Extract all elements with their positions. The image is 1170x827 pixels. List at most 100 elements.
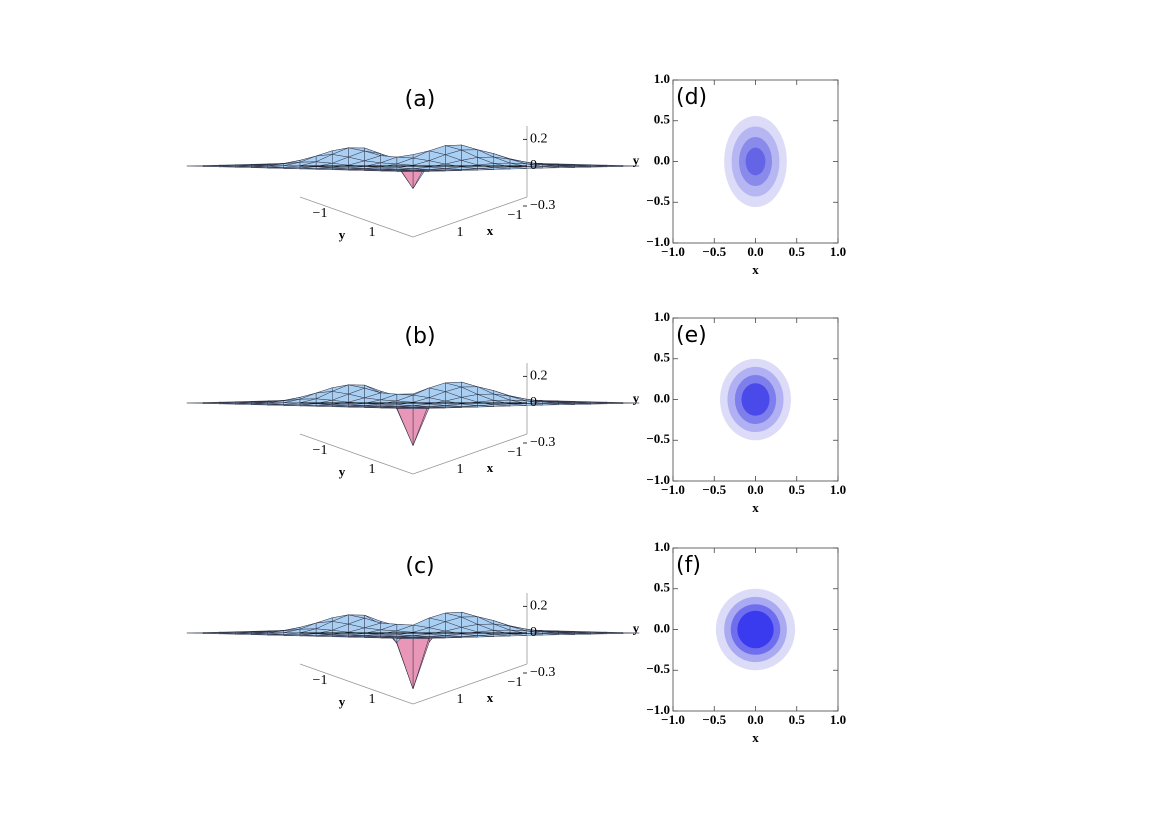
x-tick-label: 1 (457, 225, 464, 240)
surface-facet (316, 405, 333, 407)
y-tick-label: 0.0 (654, 390, 670, 405)
contour-level (745, 147, 766, 176)
surface-facet (461, 144, 478, 151)
surface-facet (461, 611, 478, 618)
y-tick-label: 0.0 (654, 620, 670, 635)
y-axis-label: y (633, 390, 640, 405)
surface-facet (267, 404, 284, 406)
y-tick-label: −1.0 (646, 234, 670, 249)
panel-title: (c) (405, 554, 434, 579)
surface-facet (251, 633, 268, 636)
y-tick-label: −0.5 (646, 431, 670, 446)
y-tick-label: 0.5 (654, 350, 671, 365)
contour-level (741, 383, 770, 416)
x-tick-label: −1 (508, 675, 523, 690)
surface-facet (235, 633, 252, 635)
surface-facet (396, 407, 414, 410)
surface-facet (396, 637, 414, 640)
x-tick-label: 0.0 (747, 482, 763, 497)
z-tick-label: 0.2 (530, 369, 548, 384)
surface-facet (186, 165, 204, 167)
y-tick-label: −1.0 (646, 702, 670, 717)
surface-facet (299, 155, 317, 163)
surface-facet (380, 637, 398, 639)
surface-facet (299, 622, 317, 630)
axis-line (412, 433, 528, 475)
surface-facet (202, 632, 220, 635)
y-tick-label: 0.5 (654, 580, 671, 595)
panel-title: (d) (676, 85, 707, 110)
x-tick-label: −1 (508, 445, 523, 460)
surface-facet (219, 403, 236, 405)
surface-facet (235, 166, 252, 168)
y-tick-label: −1 (313, 443, 328, 458)
y-axis-label: y (633, 152, 640, 167)
surface-facet (299, 392, 317, 400)
y-axis-label: y (339, 464, 346, 479)
y-axis-label: y (339, 694, 346, 709)
panel-title: (a) (405, 87, 436, 112)
surface-facet (202, 165, 220, 168)
y-axis-label: y (633, 620, 640, 635)
x-axis-label: x (487, 690, 494, 705)
x-axis-label: x (487, 460, 494, 475)
x-tick-label: −1 (508, 208, 523, 223)
surface-facet (364, 169, 381, 172)
y-tick-label: −1 (313, 673, 328, 688)
y-tick-label: −1.0 (646, 472, 670, 487)
x-tick-label: 1.0 (830, 244, 846, 259)
x-tick-label: 1 (457, 692, 464, 707)
surface-facet (316, 168, 333, 170)
surface-facet (348, 636, 365, 638)
x-tick-label: −0.5 (702, 712, 726, 727)
y-tick-label: 1 (369, 225, 376, 240)
y-tick-label: 1 (369, 462, 376, 477)
x-tick-label: −1.0 (661, 712, 685, 727)
x-tick-label: 0.0 (747, 712, 763, 727)
panel-title: (b) (404, 324, 435, 349)
x-tick-label: 1.0 (830, 482, 846, 497)
axis-line (299, 433, 414, 475)
x-axis-label: x (752, 262, 759, 277)
z-tick-label: 0 (530, 395, 537, 410)
z-tick-label: −0.3 (530, 198, 555, 213)
surface-facet (380, 170, 398, 172)
x-tick-label: −0.5 (702, 244, 726, 259)
y-tick-label: 0.5 (654, 112, 671, 127)
axis-line (299, 663, 414, 705)
surface-facet (316, 635, 333, 637)
x-tick-label: 1.0 (830, 712, 846, 727)
x-tick-label: 1 (457, 462, 464, 477)
x-axis-label: x (752, 500, 759, 515)
z-tick-label: −0.3 (530, 665, 555, 680)
surface-facet (299, 635, 317, 637)
x-tick-label: −0.5 (702, 482, 726, 497)
surface-facet (283, 404, 301, 407)
surface-facet (380, 407, 398, 409)
surface-facet (202, 402, 220, 405)
surface-facet (332, 406, 349, 408)
surface-facet (461, 381, 478, 388)
x-tick-label: 0.5 (789, 482, 806, 497)
y-tick-label: −0.5 (646, 193, 670, 208)
surface-facet (219, 166, 236, 168)
z-tick-label: −0.3 (530, 435, 555, 450)
x-tick-label: −1.0 (661, 244, 685, 259)
y-tick-label: −0.5 (646, 661, 670, 676)
z-tick-label: 0 (530, 625, 537, 640)
x-axis-label: x (487, 223, 494, 238)
y-tick-label: 1 (369, 692, 376, 707)
surface-facet (267, 634, 284, 636)
x-tick-label: 0.0 (747, 244, 763, 259)
surface-facet (283, 634, 301, 637)
y-tick-label: −1 (313, 206, 328, 221)
y-axis-label: y (339, 227, 346, 242)
y-tick-label: 0.0 (654, 152, 670, 167)
panel-title: (f) (676, 553, 701, 578)
surface-facet (267, 167, 284, 169)
surface-facet (299, 168, 317, 170)
surface-facet (251, 403, 268, 406)
axis-line (299, 196, 414, 238)
z-tick-label: 0.2 (530, 132, 548, 147)
z-tick-label: 0.2 (530, 599, 548, 614)
